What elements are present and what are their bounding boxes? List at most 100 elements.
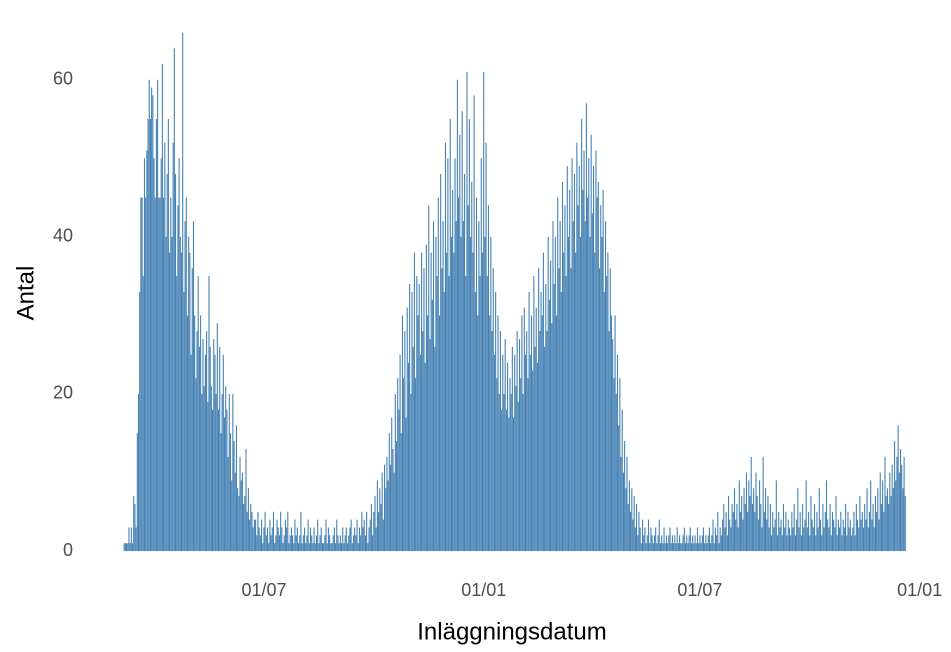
bar <box>680 543 682 552</box>
bar <box>840 511 842 552</box>
bar <box>837 519 839 552</box>
bar <box>588 158 590 552</box>
bar <box>188 236 190 552</box>
bar <box>335 543 337 552</box>
bar <box>200 315 202 552</box>
bar <box>618 425 620 552</box>
bar <box>876 511 878 552</box>
bar <box>288 543 290 552</box>
bar <box>714 527 716 552</box>
bar <box>843 527 845 552</box>
bar <box>727 496 730 552</box>
bar <box>613 378 615 552</box>
x-tick-label: 01/01 <box>461 580 506 600</box>
bar <box>817 527 819 552</box>
bar <box>852 527 854 552</box>
bar <box>251 511 253 552</box>
bar <box>622 472 624 552</box>
x-tick-label: 01/07 <box>677 580 722 600</box>
bar <box>406 307 408 552</box>
bar <box>756 496 758 552</box>
bar <box>226 409 228 552</box>
bar <box>499 331 501 552</box>
bar <box>182 32 184 552</box>
bar <box>370 503 372 552</box>
bar <box>330 543 332 552</box>
bar <box>551 323 553 552</box>
bar <box>178 158 180 552</box>
bar <box>222 354 224 552</box>
bar <box>604 221 607 552</box>
bar <box>809 535 811 552</box>
bar <box>630 511 632 552</box>
bar <box>432 221 435 552</box>
bar <box>235 425 237 552</box>
bar <box>547 236 549 552</box>
bar <box>339 535 341 552</box>
bar <box>440 174 442 552</box>
bar <box>464 174 466 552</box>
bar <box>342 527 344 552</box>
bar <box>545 284 547 552</box>
bar <box>367 543 369 552</box>
bar <box>774 519 776 552</box>
bar <box>584 221 586 552</box>
bar <box>272 511 275 552</box>
bar <box>232 393 234 552</box>
bar <box>673 543 675 552</box>
bar <box>711 535 713 552</box>
bar <box>539 331 541 552</box>
bar <box>142 276 144 552</box>
bar <box>698 543 700 552</box>
bar <box>575 252 577 552</box>
bar <box>882 480 884 552</box>
bar <box>816 511 818 552</box>
bar <box>739 511 742 552</box>
bar <box>145 197 147 552</box>
bar <box>808 511 810 552</box>
bar <box>456 79 458 552</box>
bar <box>534 346 536 552</box>
bar <box>394 393 396 552</box>
bar <box>520 378 522 552</box>
bar <box>257 511 259 552</box>
bar <box>769 503 771 552</box>
bar <box>355 535 357 552</box>
bar <box>179 236 181 552</box>
bar <box>854 535 856 552</box>
bar <box>710 543 712 552</box>
bar <box>296 527 298 552</box>
bar <box>898 472 900 552</box>
bar <box>171 236 173 552</box>
bar <box>294 519 296 552</box>
bar <box>825 480 828 552</box>
bar <box>374 496 376 552</box>
bar <box>238 496 240 552</box>
bar <box>284 519 286 552</box>
bar <box>313 527 315 552</box>
bar <box>332 535 334 552</box>
bar <box>526 331 528 552</box>
bar <box>403 378 405 552</box>
bar <box>219 346 221 552</box>
bar <box>636 503 638 552</box>
bar <box>803 527 805 552</box>
bar <box>607 252 609 552</box>
bar <box>570 268 572 552</box>
bar <box>859 496 861 552</box>
bar <box>640 543 642 552</box>
bar <box>601 236 603 552</box>
bar <box>385 488 387 552</box>
bar <box>301 543 303 552</box>
bar <box>153 158 155 552</box>
bar <box>139 291 141 552</box>
bar <box>571 158 573 552</box>
bar <box>444 142 447 552</box>
bar <box>591 213 593 552</box>
bar <box>326 543 328 552</box>
bar <box>609 268 611 552</box>
bar <box>704 543 706 552</box>
bar <box>628 480 630 552</box>
bar <box>632 519 634 552</box>
labels: 0 20 40 60 01/07 01/01 01/07 01/01 <box>53 69 942 600</box>
